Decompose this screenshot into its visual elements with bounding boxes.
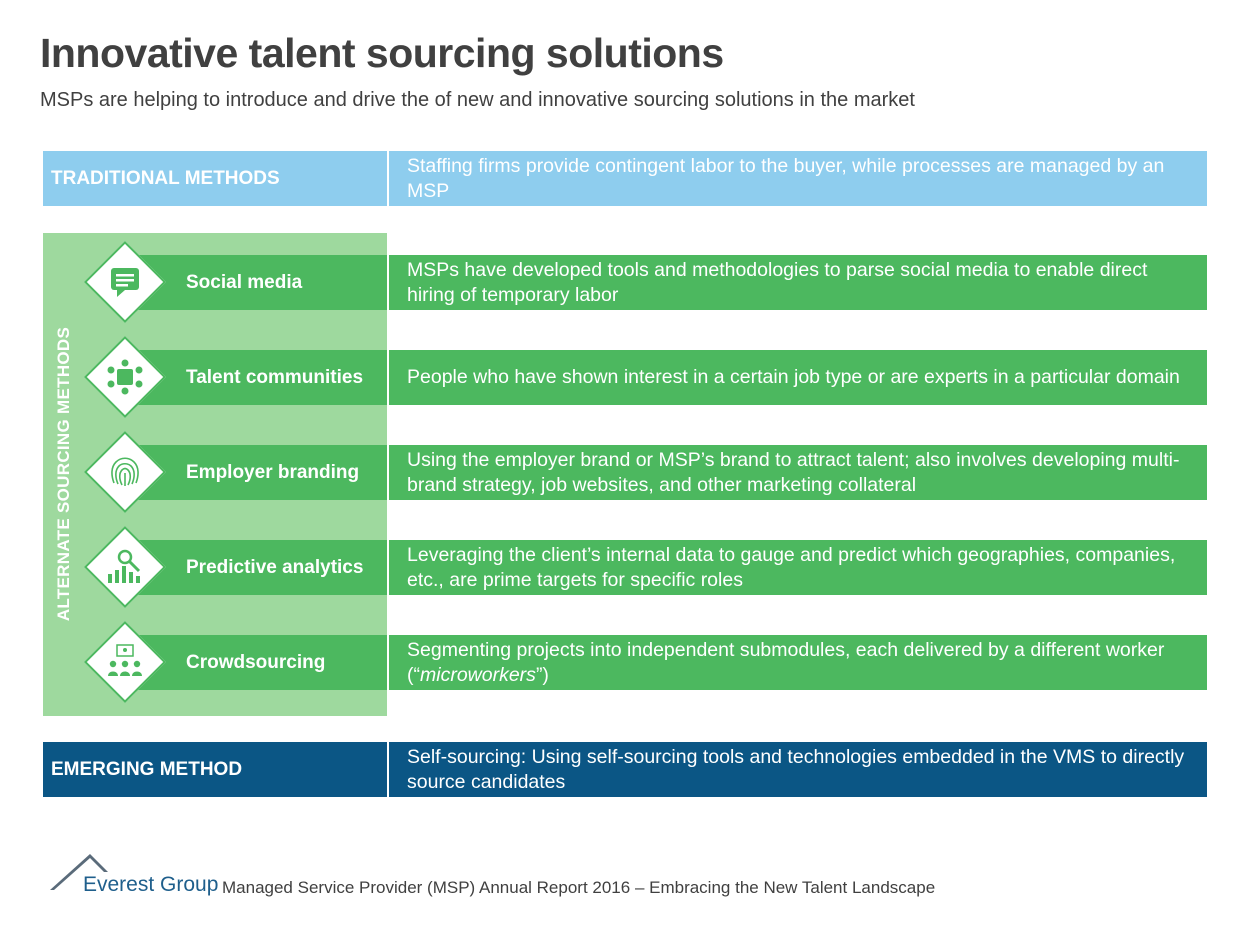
method-description-predictive-analytics: Leveraging the client’s internal data to… xyxy=(389,540,1207,595)
method-description-crowdsourcing: Segmenting projects into independent sub… xyxy=(389,635,1207,690)
traditional-methods-label: TRADITIONAL METHODS xyxy=(43,151,387,206)
crowdsourcing-description-italic: microworkers xyxy=(420,663,536,686)
method-description-employer-branding: Using the employer brand or MSP’s brand … xyxy=(389,445,1207,500)
footer-report-title: Managed Service Provider (MSP) Annual Re… xyxy=(222,878,936,897)
traditional-methods-description: Staffing firms provide contingent labor … xyxy=(389,151,1207,206)
crowdsourcing-description-end: ”) xyxy=(535,663,549,686)
community-icon xyxy=(100,352,150,402)
method-description-social-media: MSPs have developed tools and methodolog… xyxy=(389,255,1207,310)
method-label-employer-branding: Employer branding xyxy=(127,445,387,500)
emerging-method-label: EMERGING METHOD xyxy=(43,742,387,797)
everest-logo-icon xyxy=(50,854,108,890)
emerging-method-description: Self-sourcing: Using self-sourcing tools… xyxy=(389,742,1207,797)
method-label-predictive-analytics: Predictive analytics xyxy=(127,540,387,595)
method-label-social-media: Social media xyxy=(127,255,387,310)
fingerprint-icon xyxy=(100,447,150,497)
crowd-icon xyxy=(100,637,150,687)
page-title: Innovative talent sourcing solutions xyxy=(40,30,724,76)
page-subtitle: MSPs are helping to introduce and drive … xyxy=(40,89,915,111)
crowdsourcing-description-text: Segmenting projects into independent sub… xyxy=(407,638,1165,686)
footer-logo-text: Everest Group xyxy=(83,873,219,896)
chat-bubble-icon xyxy=(100,257,150,307)
method-label-talent-communities: Talent communities xyxy=(127,350,387,405)
alternate-methods-label: ALTERNATE SOURCING METHODS xyxy=(54,326,73,622)
method-description-talent-communities: People who have shown interest in a cert… xyxy=(389,350,1207,405)
analytics-magnifier-icon xyxy=(100,542,150,592)
method-label-crowdsourcing: Crowdsourcing xyxy=(127,635,387,690)
